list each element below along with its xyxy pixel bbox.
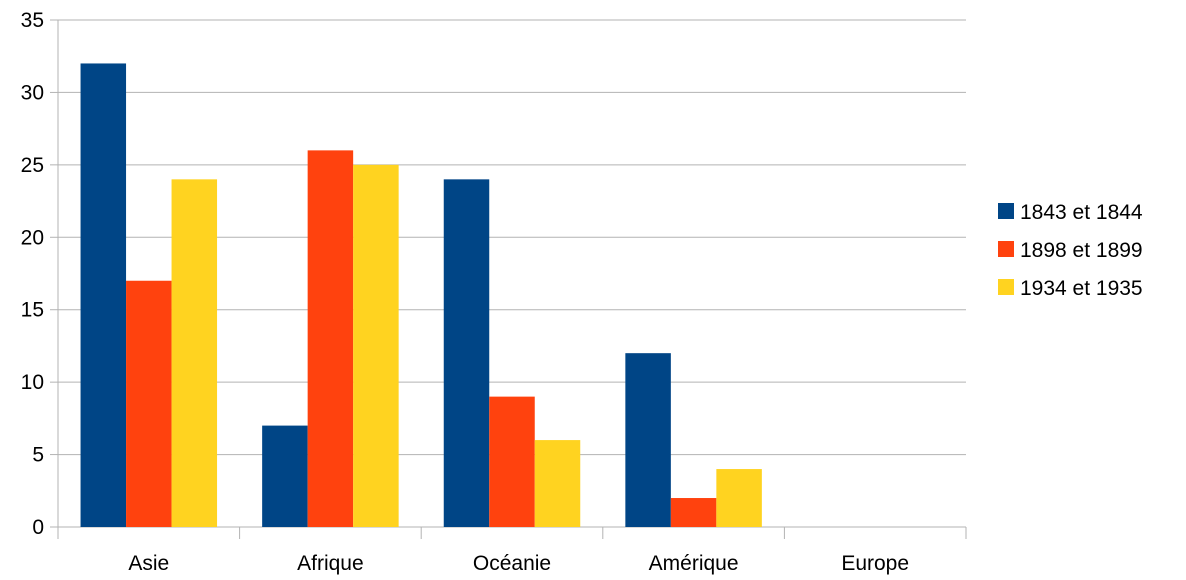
y-tick-label: 0: [32, 516, 44, 539]
y-tick-label: 20: [21, 226, 44, 249]
bar: [171, 179, 218, 528]
legend-item: 1843 et 1844: [998, 201, 1143, 224]
x-tick-label: Afrique: [297, 552, 364, 575]
y-tick-label: 35: [21, 9, 44, 32]
y-tick-labels: 0 5 10 15 20 25 30 35: [21, 9, 44, 539]
bar: [126, 280, 172, 527]
legend-swatch: [998, 279, 1014, 295]
bar: [489, 396, 535, 527]
x-tick-labels: Asie Afrique Océanie Amérique Europe: [128, 552, 909, 575]
y-tick-label: 25: [21, 154, 44, 177]
y-tick-label: 10: [21, 371, 44, 394]
bar: [353, 164, 399, 527]
x-tick-label: Océanie: [473, 552, 551, 575]
bar: [534, 440, 581, 527]
bars: [80, 63, 762, 528]
legend-label: 1843 et 1844: [1020, 201, 1143, 224]
x-tick-label: Europe: [841, 552, 909, 575]
y-tick-label: 5: [32, 444, 44, 467]
y-tick-label: 15: [21, 299, 44, 322]
bar: [80, 63, 127, 527]
bar: [307, 150, 354, 527]
bar: [670, 498, 717, 527]
legend-swatch: [998, 203, 1014, 219]
legend: 1843 et 1844 1898 et 1899 1934 et 1935: [998, 201, 1143, 300]
x-tick-label: Amérique: [649, 552, 739, 575]
legend-item: 1934 et 1935: [998, 277, 1143, 300]
bar: [625, 353, 671, 527]
legend-item: 1898 et 1899: [998, 239, 1143, 262]
y-tick-label: 30: [21, 81, 44, 104]
legend-label: 1898 et 1899: [1020, 239, 1143, 262]
bar: [443, 179, 490, 528]
legend-label: 1934 et 1935: [1020, 277, 1143, 300]
bar: [262, 425, 308, 527]
legend-swatch: [998, 241, 1014, 257]
bar: [716, 469, 762, 527]
x-tick-label: Asie: [128, 552, 169, 575]
